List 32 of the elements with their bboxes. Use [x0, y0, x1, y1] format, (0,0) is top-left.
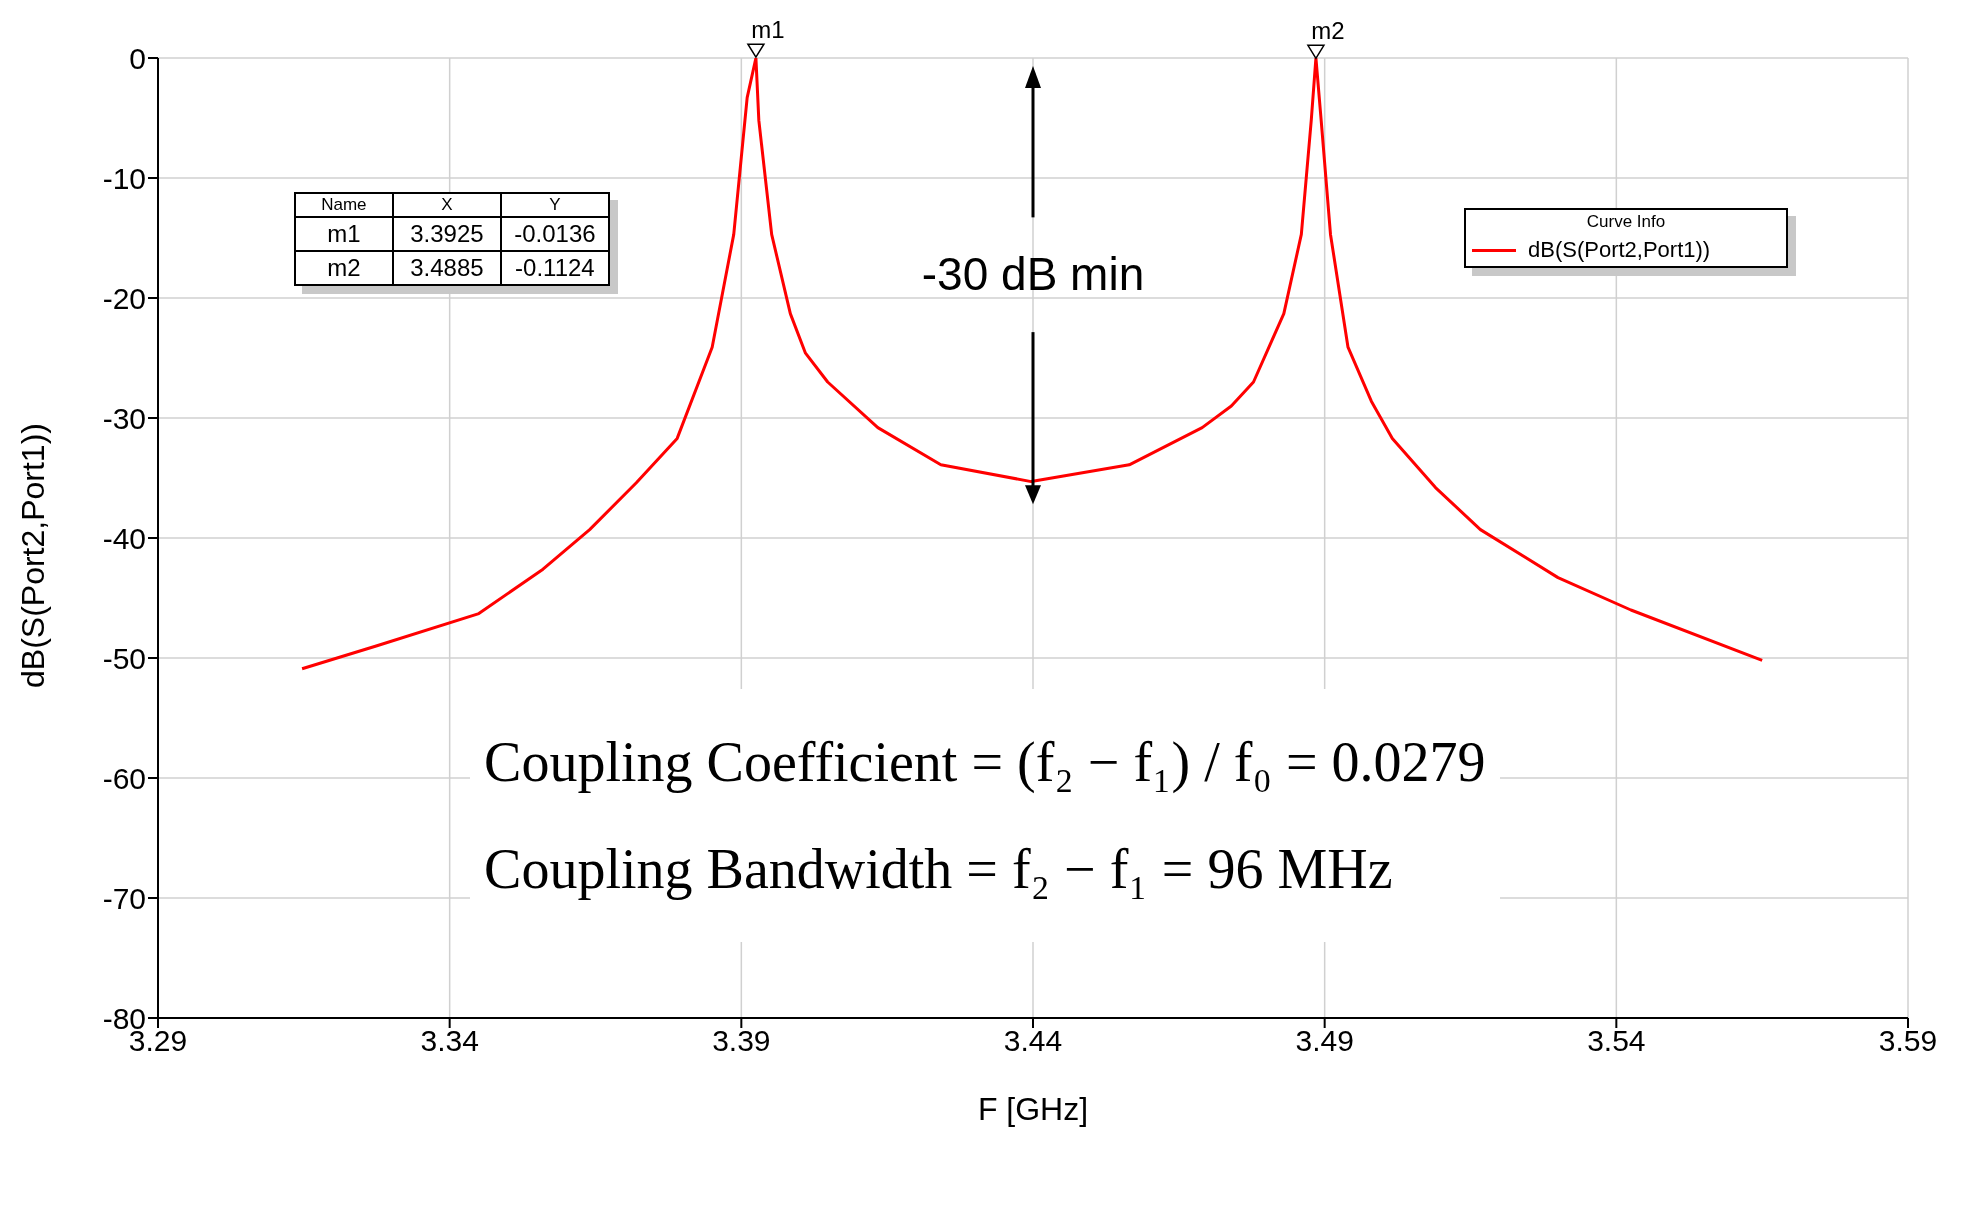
- y-axis-title: dB(S(Port2,Port1)): [15, 423, 52, 688]
- annotation: Name: [294, 192, 393, 217]
- annotation: 3.4885: [392, 250, 501, 285]
- y-tick-label: -20: [102, 281, 146, 315]
- y-tick-label: -40: [102, 521, 146, 555]
- x-tick-label: 3.59: [1878, 1024, 1938, 1058]
- legend-title: Curve Info: [1585, 211, 1667, 234]
- annotation: m1: [294, 216, 393, 251]
- y-tick-label: -70: [102, 881, 146, 915]
- x-tick-label: 3.54: [1587, 1024, 1646, 1058]
- annotation: m1: [751, 16, 785, 44]
- annotation: m2: [1311, 17, 1345, 45]
- y-tick-label: 0: [129, 41, 146, 75]
- annotation: -0.0136: [500, 216, 609, 251]
- x-tick-label: 3.34: [420, 1024, 479, 1058]
- annotation: 3.3925: [392, 216, 501, 251]
- annotation: -30 dB min: [920, 246, 1146, 301]
- x-tick-label: 3.44: [1003, 1024, 1063, 1058]
- annotation: Coupling Coefficient = (f₂ − f₁) / f₀ = 0.0279: [484, 730, 1486, 796]
- x-tick-label: 3.49: [1295, 1024, 1354, 1058]
- annotation: m2: [294, 250, 393, 285]
- annotation: -0.1124: [500, 250, 609, 285]
- x-axis-title: F [GHz]: [977, 1091, 1089, 1127]
- x-tick-label: 3.39: [712, 1024, 771, 1058]
- y-tick-label: -10: [102, 161, 146, 195]
- legend-label: dB(S(Port2,Port1)): [1527, 236, 1712, 265]
- y-tick-label: -30: [102, 401, 146, 435]
- annotation: Y: [500, 192, 609, 217]
- annotation: Coupling Bandwidth = f₂ − f₁ = 96 MHz: [484, 836, 1394, 902]
- annotation: X: [392, 192, 501, 217]
- y-tick-label: -50: [102, 641, 146, 675]
- y-tick-label: -60: [102, 761, 146, 795]
